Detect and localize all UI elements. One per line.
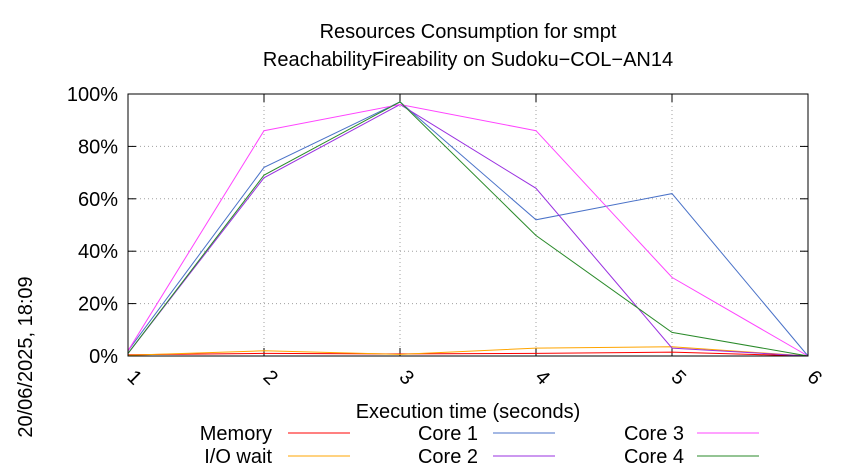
y-axis-ticks: 0% 20% 40% 60% 80% 100% [67, 84, 808, 368]
grid-lines [128, 94, 808, 356]
series-line-i-o-wait [127, 346, 809, 357]
timestamp-label: 20/06/2025, 18:09 [15, 276, 37, 437]
series-line-core-2 [127, 103, 809, 357]
chart-title-line2: ReachabilityFireability on Sudoku−COL−AN… [263, 49, 673, 71]
x-tick-label: 6 [803, 366, 826, 389]
series-line-memory [127, 351, 809, 357]
series-line-core-3 [127, 103, 809, 357]
x-tick-label: 5 [667, 366, 690, 389]
y-tick-label: 80% [78, 136, 118, 158]
legend-label-i-o-wait: I/O wait [204, 446, 272, 468]
x-tick-label: 1 [123, 366, 146, 389]
series-line-core-4 [127, 101, 809, 357]
y-tick-label: 100% [67, 84, 118, 106]
legend-label-core-4: Core 4 [624, 446, 684, 468]
series-line-core-1 [127, 101, 809, 357]
y-tick-label: 0% [89, 346, 118, 368]
legend-label-core-1: Core 1 [418, 423, 478, 445]
plot-frame [127, 93, 809, 357]
x-tick-label: 4 [531, 366, 554, 389]
chart-title-line1: Resources Consumption for smpt [320, 21, 617, 43]
x-axis-label: Execution time (seconds) [356, 401, 581, 423]
series-lines [127, 101, 809, 357]
legend-label-core-2: Core 2 [418, 446, 478, 468]
y-tick-label: 40% [78, 241, 118, 263]
y-tick-label: 20% [78, 294, 118, 316]
legend-label-core-3: Core 3 [624, 423, 684, 445]
legend-label-memory: Memory [200, 423, 272, 445]
x-axis-ticks: 1 2 3 4 5 6 [123, 94, 826, 389]
x-tick-label: 2 [259, 366, 282, 389]
x-tick-label: 3 [395, 366, 418, 389]
y-tick-label: 60% [78, 189, 118, 211]
